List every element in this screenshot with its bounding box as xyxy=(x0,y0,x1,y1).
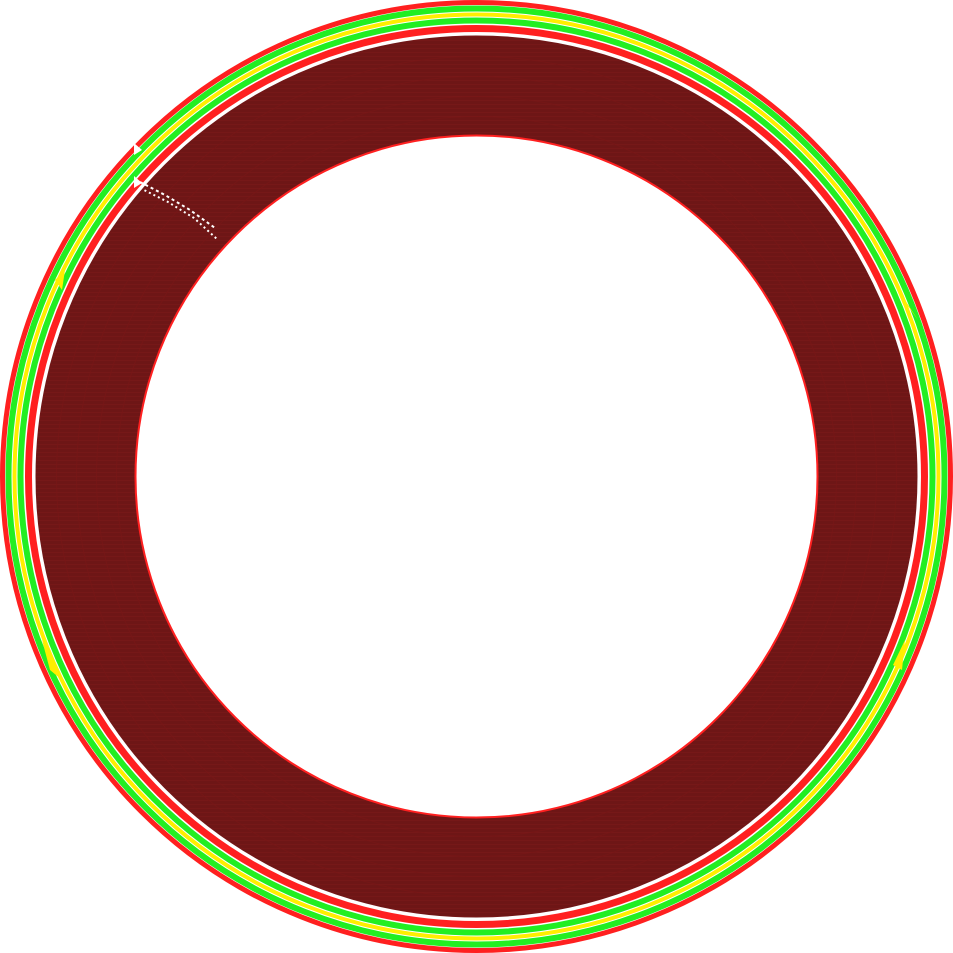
outer-perimeter-yellow xyxy=(12,12,941,941)
infill-line-4 xyxy=(116,116,837,837)
inner-perimeter-green xyxy=(17,17,936,936)
seam-arrow-icon xyxy=(134,176,142,188)
inner-hole-edge xyxy=(134,134,819,819)
inner-perimeter-red xyxy=(25,25,928,928)
outer-perimeter-green xyxy=(5,5,948,948)
seam-mark-left-bottom xyxy=(42,640,62,680)
infill-band xyxy=(35,35,918,918)
travel-line-2 xyxy=(139,187,219,241)
seam-mark-right-bottom xyxy=(893,640,905,670)
seam-mark-left-top xyxy=(55,270,65,290)
seam-arrow-icon xyxy=(134,143,142,155)
infill-line-1 xyxy=(56,56,897,897)
travel-line-1 xyxy=(139,181,216,229)
infill-line-3 xyxy=(96,96,857,857)
infill-line-2 xyxy=(76,76,877,877)
